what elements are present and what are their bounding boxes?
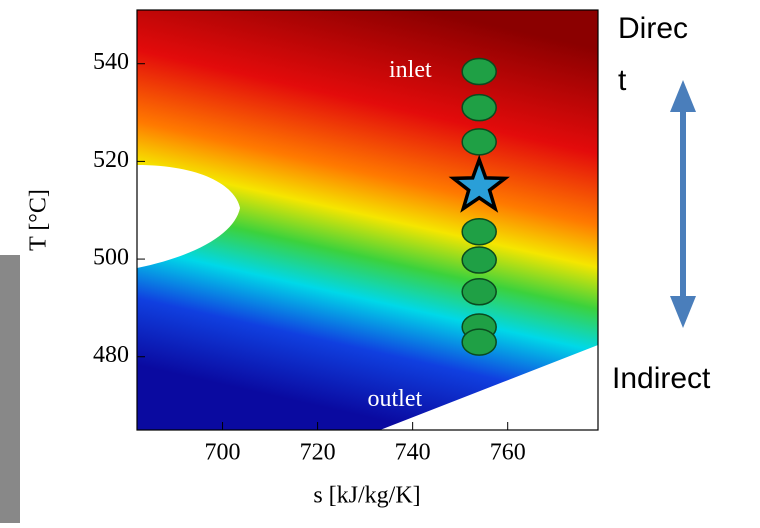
background-photo — [0, 255, 20, 523]
arrow-label: Indirect — [612, 362, 711, 395]
annotation: outlet — [367, 386, 422, 412]
x-tick-label: 700 — [205, 440, 241, 466]
annotation: inlet — [389, 57, 432, 83]
x-tick-label: 760 — [490, 440, 526, 466]
point — [462, 279, 496, 305]
point — [462, 329, 496, 355]
y-tick-label: 480 — [93, 342, 129, 368]
arrow-head — [670, 296, 696, 328]
y-axis-label: T [°C] — [26, 189, 52, 251]
arrow-label: Direc — [618, 12, 688, 45]
point — [462, 219, 496, 245]
y-tick-label: 500 — [93, 245, 129, 271]
x-tick-label: 720 — [300, 440, 336, 466]
point — [462, 59, 496, 85]
point — [462, 129, 496, 155]
contour-field — [137, 10, 598, 430]
slide: s [kJ/kg/K] T [°C] 700 720 740 760 480 500 520… — [0, 0, 760, 523]
arrow-label: t — [618, 64, 627, 97]
arrow-head — [670, 80, 696, 112]
y-tick-label: 540 — [93, 49, 129, 75]
point — [462, 95, 496, 121]
point — [462, 247, 496, 273]
x-tick-label: 740 — [395, 440, 431, 466]
y-tick-label: 520 — [93, 147, 129, 173]
x-axis-label: s [kJ/kg/K] — [313, 483, 420, 509]
